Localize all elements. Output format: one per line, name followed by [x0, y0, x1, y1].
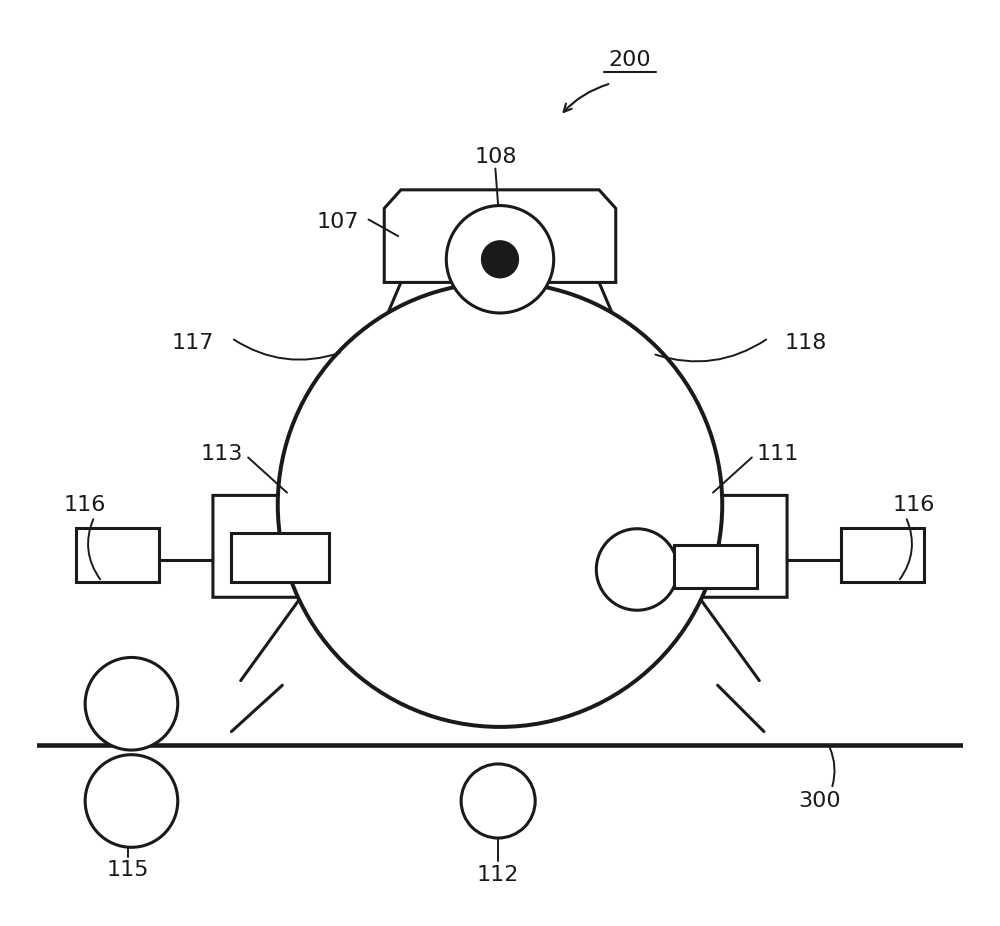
Circle shape [85, 755, 178, 847]
Circle shape [482, 242, 518, 277]
Text: 116: 116 [64, 494, 106, 515]
Text: 117: 117 [171, 332, 214, 353]
Circle shape [278, 282, 722, 727]
Polygon shape [213, 495, 375, 597]
Text: 112: 112 [477, 865, 519, 885]
Text: 118: 118 [784, 332, 827, 353]
Text: 108: 108 [474, 147, 517, 168]
Text: 116: 116 [893, 494, 935, 515]
Text: 115: 115 [106, 860, 149, 881]
Polygon shape [384, 190, 616, 282]
Text: 111: 111 [757, 444, 799, 464]
Bar [76, 528, 159, 582]
Circle shape [461, 764, 535, 838]
Circle shape [446, 206, 554, 313]
Text: 113: 113 [201, 444, 243, 464]
Circle shape [85, 657, 178, 750]
Polygon shape [625, 495, 787, 597]
Text: 300: 300 [798, 791, 841, 811]
Bar [841, 528, 924, 582]
Text: 107: 107 [317, 212, 359, 232]
Text: 200: 200 [608, 50, 651, 70]
Bar [674, 545, 757, 588]
Bar [231, 533, 329, 582]
Circle shape [596, 529, 678, 610]
